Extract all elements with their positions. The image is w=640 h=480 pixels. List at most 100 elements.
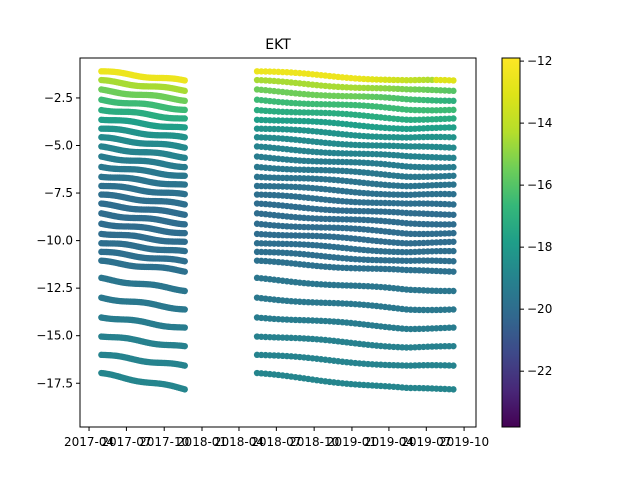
x-tick-label-2: 2017-10 (139, 435, 189, 449)
data-point (450, 258, 457, 265)
data-point (181, 172, 188, 179)
x-tick-label-10: 2019-10 (439, 435, 489, 449)
colorbar-tick-label-3: −18 (527, 240, 552, 254)
data-point (450, 386, 457, 393)
y-axis: −2.5 −5.0 −7.5 −10.0 −12.5 −15.0 −17.5 (36, 91, 80, 390)
data-point (181, 190, 188, 198)
data-point (181, 229, 188, 237)
data-point (181, 163, 188, 171)
data-point (181, 386, 188, 393)
data-point (450, 287, 457, 295)
data-point (450, 124, 457, 131)
data-point (181, 201, 188, 208)
data-point (181, 287, 188, 295)
data-point (450, 97, 457, 105)
data-point (450, 229, 457, 237)
series-15 (98, 210, 457, 228)
series-23 (98, 314, 457, 333)
data-point (450, 238, 457, 245)
series-26 (98, 369, 457, 393)
x-tick-label-6: 2018-10 (289, 435, 339, 449)
data-point (450, 247, 457, 255)
data-point (450, 134, 457, 141)
series-5 (98, 116, 457, 133)
series-12 (98, 182, 457, 199)
colorbar-tick-label-2: −16 (527, 178, 552, 192)
data-point (450, 144, 457, 151)
x-tick-label-5: 2018-07 (251, 435, 301, 449)
data-point (450, 106, 457, 114)
y-tick-label-4: −12.5 (36, 281, 73, 295)
plot-marks (98, 68, 457, 393)
data-point (181, 87, 188, 95)
y-tick-label-1: −5.0 (44, 138, 73, 152)
data-point (181, 306, 188, 313)
data-point (450, 268, 457, 275)
x-tick-label-7: 2019-01 (327, 435, 377, 449)
data-point (450, 172, 457, 179)
colorbar-tick-label-0: −12 (527, 54, 552, 68)
y-tick-label-6: −17.5 (36, 376, 73, 390)
series-4 (98, 106, 457, 124)
data-point (181, 268, 188, 275)
series-17 (98, 230, 457, 247)
data-point (450, 201, 457, 208)
y-tick-label-5: −15.0 (36, 329, 73, 343)
data-point (450, 211, 457, 218)
data-point (181, 247, 188, 255)
data-point (181, 124, 188, 131)
data-point (181, 154, 188, 162)
data-point (181, 97, 188, 105)
series-21 (98, 274, 457, 295)
data-point (181, 362, 188, 369)
colorbar (501, 57, 521, 428)
data-point (450, 342, 457, 350)
data-point (450, 77, 457, 84)
series-7 (98, 134, 457, 151)
series-14 (98, 200, 457, 218)
colorbar-tick-label-1: −14 (527, 116, 552, 130)
x-tick-label-8: 2019-04 (364, 435, 414, 449)
data-point (181, 181, 188, 188)
data-point (181, 324, 188, 331)
x-tick-label-9: 2019-07 (401, 435, 451, 449)
data-point (181, 221, 188, 228)
data-point (181, 106, 188, 114)
series-0 (98, 68, 457, 84)
y-tick-label-2: −7.5 (44, 186, 73, 200)
data-point (450, 190, 457, 198)
series-18 (98, 240, 457, 256)
x-tick-label-3: 2018-01 (177, 435, 227, 449)
data-point (450, 362, 457, 369)
data-point (181, 77, 188, 84)
series-19 (98, 248, 457, 265)
data-point (181, 144, 188, 151)
x-axis: 2017-042017-072017-102018-012018-042018-… (64, 427, 489, 449)
data-point (450, 163, 457, 171)
y-tick-label-3: −10.0 (36, 234, 73, 248)
series-1 (98, 76, 457, 95)
series-3 (98, 96, 457, 114)
data-point (450, 154, 457, 162)
data-point (450, 115, 457, 122)
series-16 (98, 220, 457, 238)
colorbar-tick-label-5: −22 (527, 364, 552, 378)
series-20 (98, 257, 457, 275)
series-10 (98, 163, 457, 181)
series-2 (98, 86, 457, 105)
data-point (450, 221, 457, 228)
series-13 (98, 191, 457, 208)
data-point (450, 324, 457, 331)
series-11 (98, 173, 457, 190)
series-22 (98, 294, 457, 314)
data-point (450, 306, 457, 313)
series-9 (98, 153, 457, 171)
plot-frame (79, 57, 477, 428)
series-8 (98, 143, 457, 162)
series-24 (98, 333, 457, 351)
colorbar-axis: −12 −14 −16 −18 −20 −22 (520, 54, 552, 378)
series-6 (98, 125, 457, 141)
data-point (181, 258, 188, 265)
data-point (181, 115, 188, 122)
